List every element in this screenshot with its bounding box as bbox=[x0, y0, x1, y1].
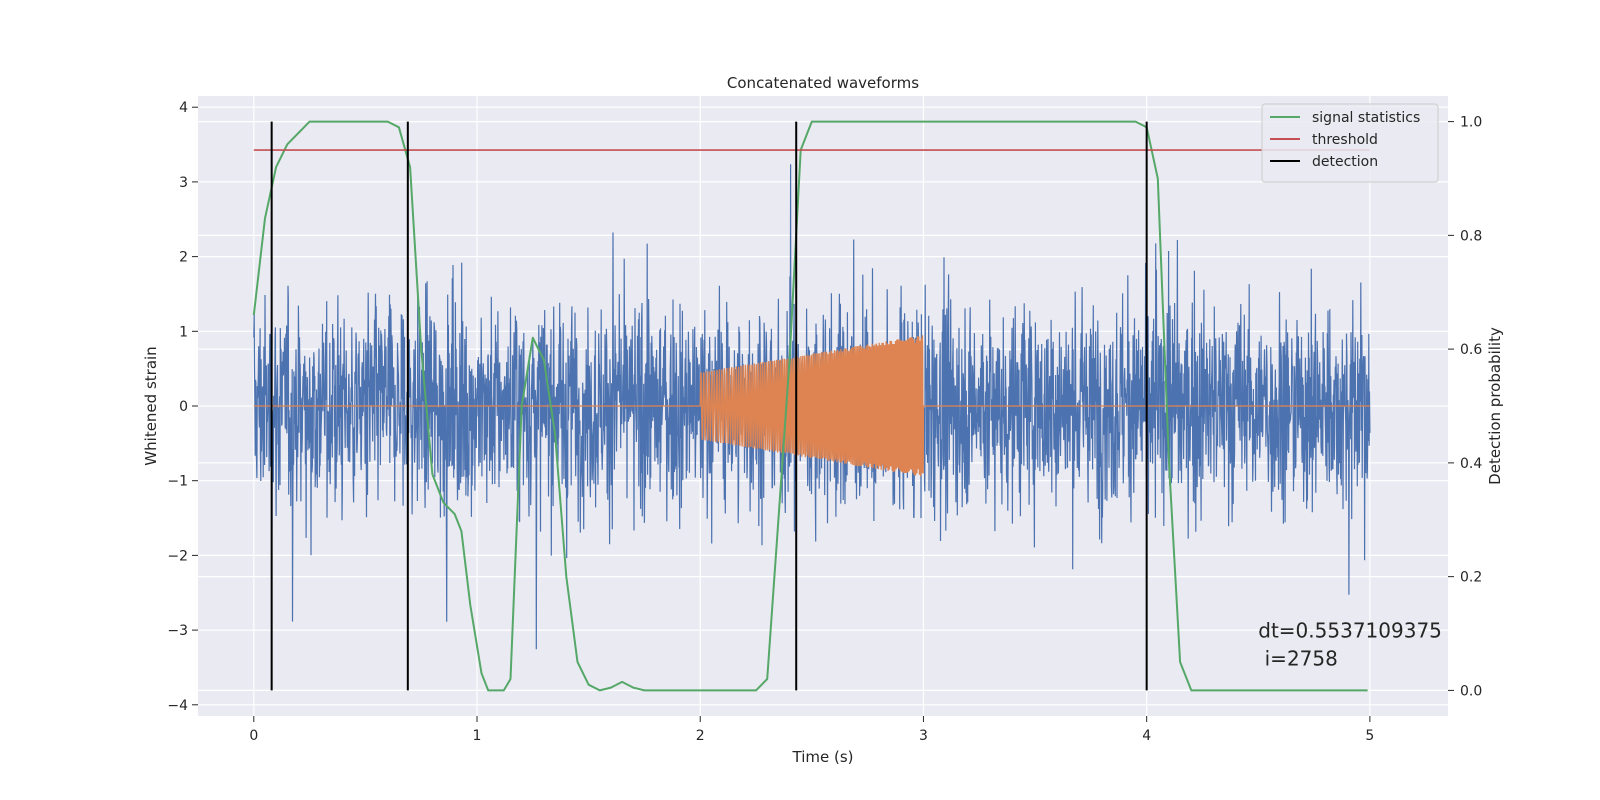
y-tick-label-right: 0.0 bbox=[1460, 683, 1482, 699]
signal-statistics-line bbox=[252, 120, 1368, 692]
y-tick-label-right: 1.0 bbox=[1460, 115, 1482, 131]
y-tick-label-right: 0.6 bbox=[1460, 342, 1482, 358]
x-tick-label: 5 bbox=[1365, 728, 1374, 744]
annotation: dt=0.5537109375 i=2758 bbox=[1258, 619, 1442, 671]
y-axis-right: 1.0 0.8 0.6 0.4 0.2 0.0 bbox=[1448, 115, 1482, 699]
x-axis: 0 1 2 3 4 5 bbox=[249, 716, 1374, 744]
y-tick-label-left: −2 bbox=[167, 548, 188, 564]
y-axis-right-title: Detection probability bbox=[1486, 327, 1504, 485]
chart-title: Concatenated waveforms bbox=[727, 74, 919, 92]
y-tick-label-left: −3 bbox=[167, 623, 188, 639]
legend-label-detection: detection bbox=[1312, 154, 1378, 170]
x-tick-label: 1 bbox=[473, 728, 482, 744]
y-tick-label-left: −4 bbox=[167, 698, 188, 714]
legend-box bbox=[1261, 103, 1439, 183]
annotation-dt: dt=0.5537109375 bbox=[1258, 619, 1442, 643]
y-tick-label-left: 0 bbox=[179, 399, 188, 415]
y-tick-label-right: 0.8 bbox=[1460, 228, 1482, 244]
detection-series bbox=[270, 121, 1148, 691]
y-tick-label-left: 2 bbox=[179, 250, 188, 266]
injection-series bbox=[253, 335, 1370, 477]
x-axis-title: Time (s) bbox=[792, 748, 854, 766]
x-tick-label: 2 bbox=[696, 728, 705, 744]
legend-label-threshold: threshold bbox=[1312, 132, 1378, 148]
y-axis-left-title: Whitened strain bbox=[142, 346, 160, 465]
y-tick-label-left: −1 bbox=[167, 474, 188, 490]
x-tick-label: 0 bbox=[249, 728, 258, 744]
y-tick-label-left: 4 bbox=[179, 100, 188, 116]
y-tick-label-right: 0.2 bbox=[1460, 570, 1482, 586]
y-axis-left: 4 3 2 1 0 −1 −2 −3 −4 bbox=[167, 100, 198, 714]
y-tick-label-left: 3 bbox=[179, 175, 188, 191]
annotation-i: i=2758 bbox=[1258, 647, 1338, 671]
legend: signal statistics threshold detection bbox=[1261, 103, 1439, 183]
x-tick-label: 4 bbox=[1142, 728, 1151, 744]
injection-line bbox=[253, 335, 1370, 477]
y-tick-label-right: 0.4 bbox=[1460, 456, 1482, 472]
legend-label-signal-statistics: signal statistics bbox=[1312, 110, 1420, 126]
x-tick-label: 3 bbox=[919, 728, 928, 744]
signal-statistics-series bbox=[252, 120, 1368, 692]
y-tick-label-left: 1 bbox=[179, 324, 188, 340]
